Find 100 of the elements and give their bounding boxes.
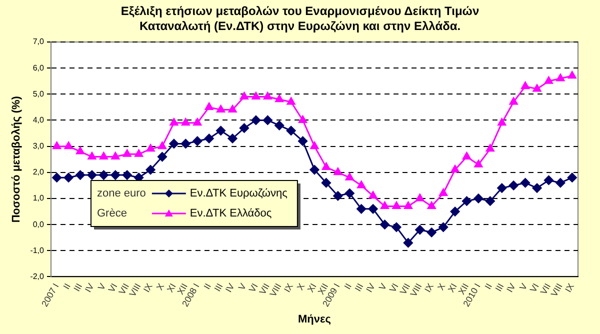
point: [228, 134, 238, 144]
point: [263, 92, 272, 100]
point: [99, 152, 108, 160]
point: [146, 165, 156, 175]
point: [450, 165, 460, 173]
point: [357, 180, 366, 188]
point: [262, 115, 272, 125]
point: [64, 172, 74, 182]
point: [321, 178, 331, 188]
x-tick-label: X: [436, 282, 448, 292]
point: [462, 196, 472, 206]
point: [274, 120, 284, 130]
point: [508, 180, 518, 190]
point: [344, 188, 354, 198]
point: [380, 202, 389, 210]
x-tick-label: II: [482, 282, 494, 292]
point: [88, 152, 96, 160]
point: [298, 115, 307, 123]
x-tick-label: IV: [223, 282, 236, 294]
point: [310, 142, 319, 150]
point: [567, 172, 577, 182]
point: [426, 228, 436, 238]
x-axis-title: Μήνες: [298, 313, 332, 326]
x-tick-label: IX: [422, 282, 436, 294]
point: [532, 84, 542, 92]
point: [275, 94, 284, 102]
x-tick-label: VI: [246, 282, 260, 294]
x-tick-label: X: [154, 282, 166, 292]
point: [333, 191, 343, 201]
point: [544, 175, 554, 185]
point: [392, 222, 402, 232]
point: [310, 165, 320, 175]
x-tick-label: VI: [106, 282, 120, 294]
chart-title: Εξέλιξη ετήσιων μεταβολών του Εναρμονισμένου Δείκτη Τιμών Καταναλωτή (Εν.ΔΤΚ) στην Ευρωζώνη και στην Ελλάδα.: [120, 4, 480, 34]
point: [180, 138, 190, 148]
x-tick-label: IX: [142, 282, 154, 294]
x-tick-label: IV: [364, 282, 377, 294]
point: [122, 170, 132, 180]
point: [110, 170, 120, 180]
point: [544, 76, 553, 84]
x-tick-label: II: [61, 282, 72, 292]
point: [404, 202, 412, 210]
point: [204, 102, 214, 110]
point: [252, 92, 260, 100]
x-tick-label: V: [376, 282, 389, 292]
point: [52, 142, 62, 150]
x-tick-label: IV: [504, 282, 518, 294]
point: [415, 225, 425, 235]
x-tick-label: V: [236, 282, 248, 292]
point: [438, 222, 448, 232]
point: [64, 142, 73, 150]
point: [181, 118, 190, 126]
point: [556, 74, 565, 82]
point: [334, 168, 342, 176]
legend-label: Εν.ΔΤΚ Ευρωζώνης: [190, 188, 288, 200]
point: [286, 97, 296, 105]
y-tick-label: 6,0: [32, 63, 45, 72]
point: [532, 183, 542, 193]
point: [146, 144, 155, 152]
point: [76, 146, 84, 154]
y-tick-label: -1,0: [30, 246, 45, 255]
point: [251, 115, 261, 125]
point: [158, 142, 166, 150]
point: [497, 183, 507, 193]
point: [52, 172, 62, 182]
point: [286, 126, 296, 136]
x-tick-label: V: [96, 282, 108, 292]
point: [298, 136, 308, 146]
x-tick-label: VI: [387, 282, 400, 294]
point: [216, 105, 226, 113]
y-tick-label: 5,0: [32, 89, 45, 98]
point: [474, 160, 483, 168]
point: [76, 170, 86, 180]
x-tick-label: VI: [528, 282, 541, 294]
point: [134, 149, 144, 157]
point: [239, 123, 249, 133]
x-tick-label: III: [352, 282, 366, 294]
point: [521, 82, 530, 90]
x-tick-label: XI: [305, 282, 318, 294]
x-tick-label: VII: [398, 282, 412, 296]
point: [509, 97, 518, 105]
point: [416, 194, 424, 202]
x-tick-label: IV: [82, 282, 96, 294]
x-tick-label: IX: [563, 282, 576, 294]
point: [427, 202, 436, 210]
x-tick-label: XI: [164, 282, 178, 294]
point: [240, 92, 248, 100]
point: [485, 196, 495, 206]
point: [157, 152, 167, 162]
y-tick-label: 4,0: [32, 115, 45, 124]
y-axis-title: Ποσοστό μεταβολής (%): [10, 96, 23, 223]
y-tick-label: 1,0: [32, 194, 45, 203]
point: [520, 178, 530, 188]
x-tick-label: III: [212, 282, 225, 294]
y-tick-label: 7,0: [32, 37, 45, 46]
x-tick-label: VII: [538, 282, 553, 296]
point: [392, 202, 401, 210]
point: [368, 191, 378, 199]
point: [87, 170, 97, 180]
point: [486, 144, 494, 152]
